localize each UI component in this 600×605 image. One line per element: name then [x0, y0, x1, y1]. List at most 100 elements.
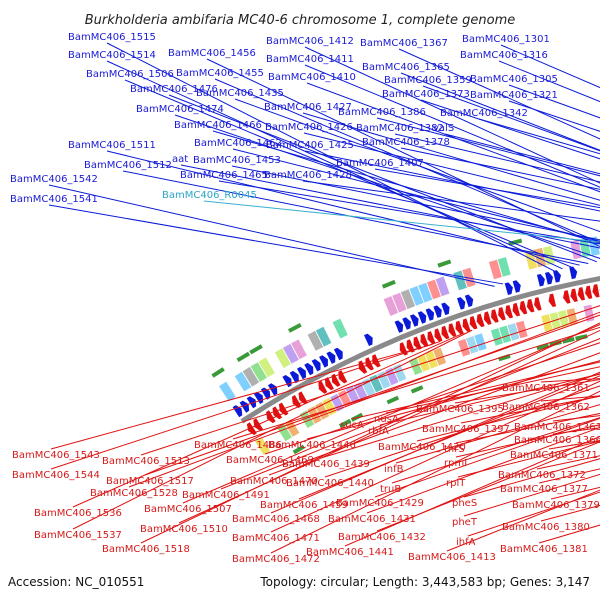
cds-marker-outer: [249, 344, 263, 354]
gene-label-reverse[interactable]: BamMC406_1371: [510, 450, 598, 461]
gene-label-reverse[interactable]: BamMC406_1366: [514, 435, 600, 446]
gene-label-reverse[interactable]: BamMC406_1544: [12, 470, 100, 481]
reverse-gene-arrow: [442, 326, 450, 339]
gene-label-forward[interactable]: BamMC406_1465: [180, 170, 268, 181]
gene-label-reverse[interactable]: BamMC406_1361: [502, 383, 590, 394]
reverse-gene-arrow: [449, 323, 457, 336]
gene-label-forward[interactable]: BamMC406_1407: [336, 158, 424, 169]
gene-label-forward[interactable]: BamMC406_1365: [362, 62, 450, 73]
gene-label-reverse[interactable]: sucA: [340, 420, 364, 431]
gene-label-forward[interactable]: BamMC406_1455: [176, 68, 264, 79]
reverse-gene-arrow: [505, 305, 513, 318]
reverse-gene-arrow: [421, 334, 429, 347]
gene-label-reverse[interactable]: rbfA: [368, 426, 389, 437]
gene-label-reverse[interactable]: BamMC406_1486: [194, 440, 282, 451]
gene-label-reverse[interactable]: BamMC406_1537: [34, 530, 122, 541]
forward-gene-arrow: [465, 295, 473, 308]
gene-label-forward[interactable]: BamMC406_1512: [84, 160, 172, 171]
gene-label-reverse[interactable]: BamMC406_1471: [232, 533, 320, 544]
reverse-gene-arrow: [534, 297, 542, 311]
gene-label-reverse[interactable]: pheT: [452, 517, 478, 528]
gene-label-reverse[interactable]: BamMC406_1459: [260, 500, 348, 511]
gene-label-reverse[interactable]: BamMC406_1413: [408, 552, 496, 563]
gene-label-forward[interactable]: BamMC406_1426: [265, 122, 353, 133]
reverse-gene-arrow: [527, 299, 535, 312]
reverse-gene-arrow: [428, 331, 436, 344]
gene-label-forward[interactable]: BamMC406_1342: [440, 108, 528, 119]
gene-label-forward[interactable]: BamMC406_1321: [470, 90, 558, 101]
gene-label-forward[interactable]: valS: [433, 123, 454, 134]
gene-label-reverse[interactable]: BamMC406_1507: [144, 504, 232, 515]
reverse-gene-arrow: [570, 289, 577, 302]
gene-label-forward[interactable]: BamMC406_1453: [193, 155, 281, 166]
gene-label-reverse[interactable]: BamMC406_1379: [512, 500, 600, 511]
gene-label-reverse[interactable]: ihfA: [456, 537, 476, 548]
gene-label-reverse[interactable]: BamMC406_1468: [232, 514, 320, 525]
gene-label-forward[interactable]: BamMC406_1412: [266, 36, 354, 47]
gene-label-forward[interactable]: BamMC406_1367: [360, 38, 448, 49]
gene-label-reverse[interactable]: BamMC406_1472: [232, 554, 320, 565]
reverse-gene-arrow: [513, 303, 521, 317]
gene-label-forward[interactable]: BamMC406_1456: [168, 48, 256, 59]
gene-label-forward[interactable]: BamMC406_1305: [470, 74, 558, 85]
gene-label-reverse[interactable]: BamMC406_1469: [226, 455, 314, 466]
gene-label-reverse[interactable]: BamMC406_1381: [500, 544, 588, 555]
gene-label-reverse[interactable]: BamMC406_1380: [502, 522, 590, 533]
forward-gene-arrow: [457, 297, 465, 310]
genome-summary-text: Topology: circular; Length: 3,443,583 bp…: [259, 575, 590, 589]
gene-label-reverse[interactable]: BamMC406_1543: [12, 450, 100, 461]
gene-label-forward[interactable]: BamMC406_1466: [174, 120, 262, 131]
gene-label-reverse[interactable]: rplT: [446, 478, 466, 489]
gene-label-forward[interactable]: BamMC406_1411: [266, 54, 354, 65]
cds-marker-outer: [437, 260, 451, 268]
gene-label-reverse[interactable]: BamMC406_1518: [102, 544, 190, 555]
gene-label-reverse[interactable]: pheS: [452, 498, 477, 509]
gene-label-forward[interactable]: aat: [172, 154, 188, 165]
gene-label-reverse[interactable]: BamMC406_1510: [140, 524, 228, 535]
gene-label-forward[interactable]: BamMC406_1541: [10, 194, 98, 205]
gene-label-reverse[interactable]: BamMC406_1372: [498, 470, 586, 481]
gene-label-forward[interactable]: BamMC406_1359: [384, 75, 472, 86]
forward-gene-arrow: [402, 317, 411, 330]
gene-label-forward[interactable]: BamMC406_1301: [462, 34, 550, 45]
gene-label-reverse[interactable]: BamMC406_1432: [338, 532, 426, 543]
gene-label-reverse[interactable]: BamMC406_1491: [182, 490, 270, 501]
gene-label-forward[interactable]: BamMC406_1515: [68, 32, 156, 43]
gene-label-forward[interactable]: BamMC406_1316: [460, 50, 548, 61]
gene-label-forward[interactable]: BamMC406_1425: [266, 140, 354, 151]
gene-label-reverse[interactable]: BamMC406_1395: [416, 404, 504, 415]
gene-label-forward[interactable]: BamMC406_1514: [68, 50, 156, 61]
gene-label-forward[interactable]: BamMC406_1435: [196, 88, 284, 99]
cds-marker-outer: [211, 367, 224, 378]
gene-label-reverse[interactable]: infB: [384, 464, 404, 475]
gene-label-reverse[interactable]: BamMC406_1362: [502, 402, 590, 413]
forward-gene-arrow: [433, 305, 441, 318]
gene-label-reverse[interactable]: BamMC406_1420: [378, 442, 466, 453]
gene-label-reverse[interactable]: BamMC406_1363: [514, 422, 600, 433]
gene-label-reverse[interactable]: BamMC406_1431: [328, 514, 416, 525]
gene-label-forward[interactable]: BamMC406_1386: [338, 107, 426, 118]
gene-label-forward[interactable]: BamMC406_1506: [86, 69, 174, 80]
gene-label-forward[interactable]: BamMC406_1542: [10, 174, 98, 185]
gene-label-reverse[interactable]: BamMC406_1536: [34, 508, 122, 519]
gene-label-reverse[interactable]: BamMC406_1517: [106, 476, 194, 487]
gene-label-reverse[interactable]: BamMC406_1429: [336, 498, 424, 509]
gene-label-forward[interactable]: BamMC406_1373: [382, 89, 470, 100]
gene-label-forward[interactable]: BamMC406_1378: [362, 137, 450, 148]
gene-label-rna[interactable]: BamMC406_R0045: [162, 190, 257, 201]
gene-label-reverse[interactable]: BamMC406_1528: [90, 488, 178, 499]
gene-label-reverse[interactable]: rpmI: [444, 458, 467, 469]
gene-label-forward[interactable]: BamMC406_1474: [136, 104, 224, 115]
gene-label-reverse[interactable]: BamMC406_1397: [422, 424, 510, 435]
gene-label-forward[interactable]: BamMC406_1410: [268, 72, 356, 83]
gene-label-reverse[interactable]: BamMC406_1470: [230, 476, 318, 487]
gene-label-reverse[interactable]: BamMC406_1377: [500, 484, 588, 495]
gene-label-forward[interactable]: BamMC406_1511: [68, 140, 156, 151]
gene-label-reverse[interactable]: truB: [380, 484, 401, 495]
gene-label-forward[interactable]: BamMC406_1382: [356, 123, 444, 134]
gene-label-reverse[interactable]: nusA: [374, 414, 399, 425]
gene-label-reverse[interactable]: BamMC406_1513: [102, 456, 190, 467]
gene-label-forward[interactable]: BamMC406_1428: [264, 170, 352, 181]
